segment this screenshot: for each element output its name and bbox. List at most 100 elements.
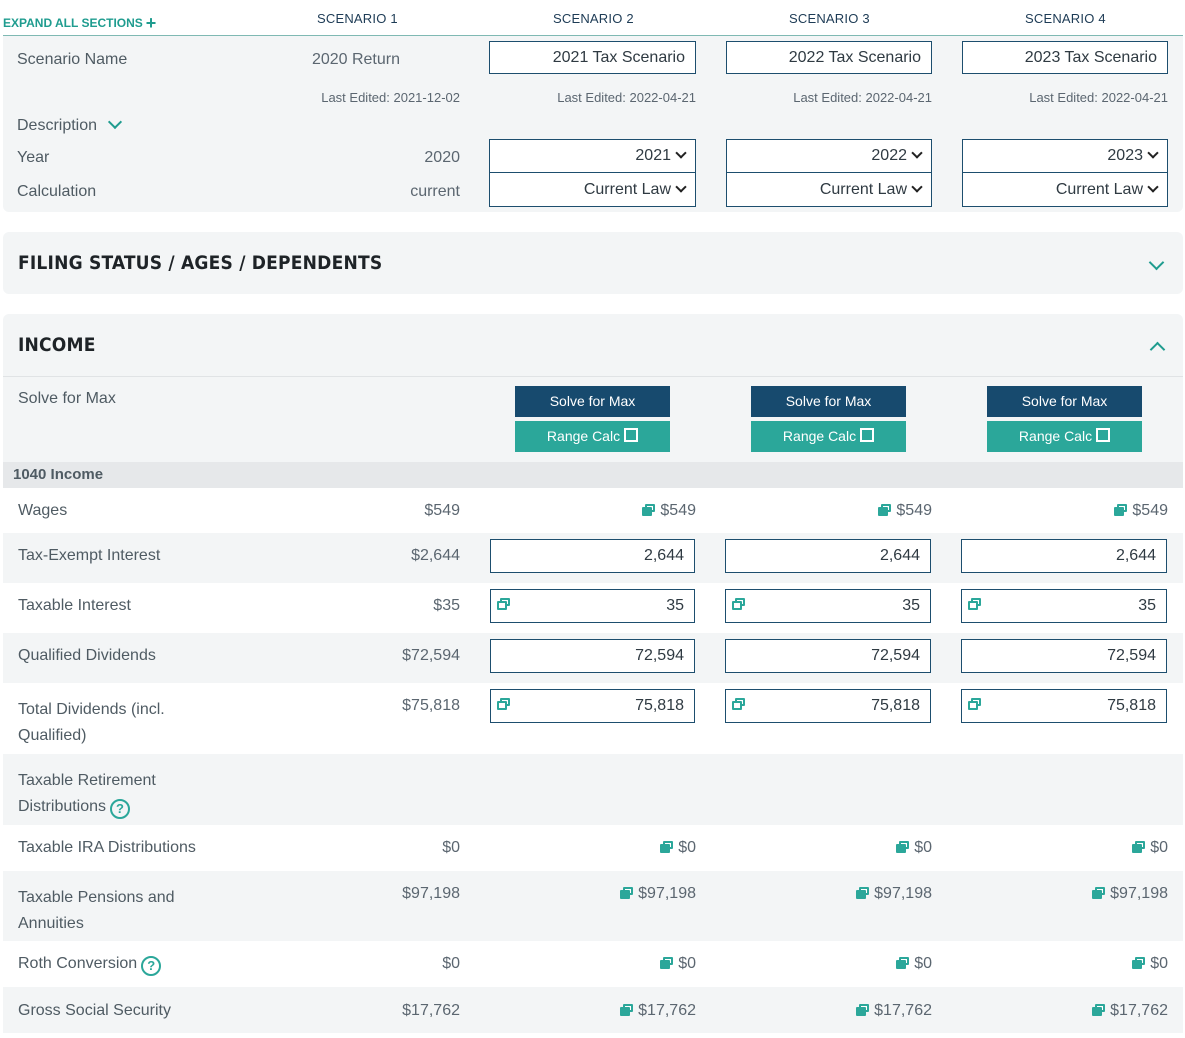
copy-icon[interactable] xyxy=(968,698,982,710)
gross-social-security-scenario-1: $17,762 xyxy=(402,1002,460,1019)
qualified-dividends-label: Qualified Dividends xyxy=(18,647,156,664)
scenario-2-name-input[interactable]: 2021 Tax Scenario xyxy=(489,41,696,74)
scenario-4-header: SCENARIO 4 xyxy=(1025,11,1106,26)
scenario-2-year-select[interactable]: 2021 xyxy=(489,139,696,173)
caret-down-icon xyxy=(1147,181,1159,193)
wages-scenario-3[interactable]: $549 xyxy=(812,502,932,520)
qualified-dividends-input[interactable]: 72,594 xyxy=(961,639,1167,673)
taxable-pensions-scenario-4[interactable]: $97,198 xyxy=(1028,885,1168,903)
scenario-3-name-input[interactable]: 2022 Tax Scenario xyxy=(726,41,932,74)
plus-icon: + xyxy=(145,13,157,33)
chevron-up-icon xyxy=(1149,341,1166,360)
roth-conversion-scenario-4[interactable]: $0 xyxy=(1048,955,1168,973)
scenario-3-calculation-value: Current Law xyxy=(819,181,907,198)
taxable-ira-scenario-3[interactable]: $0 xyxy=(812,839,932,857)
taxable-ira-label: Taxable IRA Distributions xyxy=(18,839,196,856)
scenario-2-calculation-select[interactable]: Current Law xyxy=(489,172,696,207)
roth-conversion-scenario-3[interactable]: $0 xyxy=(812,955,932,973)
help-icon[interactable]: ? xyxy=(141,956,162,976)
scenario-1-year: 2020 xyxy=(424,149,460,166)
scenario-4-name-input[interactable]: 2023 Tax Scenario xyxy=(962,41,1168,74)
caret-down-icon xyxy=(911,147,923,159)
copy-icon xyxy=(856,887,870,899)
table-row xyxy=(3,488,1183,533)
description-label: Description xyxy=(17,117,98,134)
total-dividends-input[interactable]: 75,818 xyxy=(490,689,695,723)
copy-icon xyxy=(1132,957,1146,969)
copy-icon[interactable] xyxy=(497,598,511,610)
tax-exempt-interest-input[interactable]: 2,644 xyxy=(490,539,695,573)
expand-all-label: EXPAND ALL SECTIONS xyxy=(3,16,143,30)
scenario-3-header: SCENARIO 3 xyxy=(789,11,870,26)
scenario-4-calculation-value: Current Law xyxy=(1055,181,1143,198)
gross-social-security-scenario-4[interactable]: $17,762 xyxy=(1028,1002,1168,1020)
taxable-ira-scenario-4[interactable]: $0 xyxy=(1048,839,1168,857)
qualified-dividends-input[interactable]: 72,594 xyxy=(725,639,931,673)
chevron-down-icon xyxy=(1148,254,1165,273)
table-row xyxy=(3,941,1183,987)
tax-exempt-interest-label: Tax-Exempt Interest xyxy=(18,547,161,564)
total-dividends-input[interactable]: 75,818 xyxy=(961,689,1167,723)
roth-conversion-scenario-2[interactable]: $0 xyxy=(576,955,696,973)
income-section-header[interactable]: INCOME xyxy=(3,314,1183,377)
chevron-down-icon xyxy=(108,114,123,130)
scenario-4-year-select[interactable]: 2023 xyxy=(962,139,1168,173)
copy-icon[interactable] xyxy=(497,698,511,710)
income-1040-subheader: 1040 Income xyxy=(3,462,1183,488)
section-title: INCOME xyxy=(18,334,96,356)
taxable-interest-input[interactable]: 35 xyxy=(725,589,931,623)
taxable-interest-label: Taxable Interest xyxy=(18,597,131,614)
taxable-ira-scenario-2[interactable]: $0 xyxy=(576,839,696,857)
copy-icon xyxy=(660,841,674,853)
scenario-3-year-value: 2022 xyxy=(871,147,907,164)
qualified-dividends-input[interactable]: 72,594 xyxy=(490,639,695,673)
solve-for-max-button[interactable]: Solve for Max xyxy=(987,386,1142,417)
tax-exempt-interest-input[interactable]: 2,644 xyxy=(725,539,931,573)
filing-status-section-header[interactable]: FILING STATUS / AGES / DEPENDENTS xyxy=(3,232,1183,294)
copy-icon xyxy=(1092,1004,1106,1016)
copy-icon xyxy=(896,957,910,969)
gross-social-security-scenario-3[interactable]: $17,762 xyxy=(792,1002,932,1020)
scenario-2-calculation-value: Current Law xyxy=(583,181,671,198)
range-calc-button[interactable]: Range Calc xyxy=(515,421,670,452)
scenario-3-calculation-select[interactable]: Current Law xyxy=(726,172,932,207)
external-link-icon xyxy=(1096,428,1111,442)
expand-all-button[interactable]: EXPAND ALL SECTIONS + xyxy=(3,11,157,33)
copy-icon[interactable] xyxy=(732,598,746,610)
taxable-interest-input[interactable]: 35 xyxy=(490,589,695,623)
taxable-ira-scenario-1: $0 xyxy=(442,839,460,856)
table-row xyxy=(3,871,1183,941)
taxable-interest-input[interactable]: 35 xyxy=(961,589,1167,623)
copy-icon xyxy=(642,504,656,516)
calculation-label: Calculation xyxy=(17,183,97,200)
total-dividends-input[interactable]: 75,818 xyxy=(725,689,931,723)
wages-scenario-2[interactable]: $549 xyxy=(576,502,696,520)
taxable-pensions-scenario-2[interactable]: $97,198 xyxy=(556,885,696,903)
range-calc-label: Range Calc xyxy=(546,428,621,444)
description-toggle[interactable]: Description xyxy=(17,114,123,135)
caret-down-icon xyxy=(675,147,687,159)
wages-label: Wages xyxy=(18,502,68,519)
wages-scenario-4[interactable]: $549 xyxy=(1048,502,1168,520)
copy-icon[interactable] xyxy=(732,698,746,710)
caret-down-icon xyxy=(911,181,923,193)
external-link-icon xyxy=(860,428,875,442)
taxable-pensions-scenario-3[interactable]: $97,198 xyxy=(792,885,932,903)
tax-exempt-interest-input[interactable]: 2,644 xyxy=(961,539,1167,573)
roth-conversion-label: Roth Conversion? xyxy=(18,955,162,976)
scenario-3-last-edited: Last Edited: 2022-04-21 xyxy=(793,90,932,105)
solve-for-max-label: Solve for Max xyxy=(18,390,116,407)
scenario-3-year-select[interactable]: 2022 xyxy=(726,139,932,173)
range-calc-button[interactable]: Range Calc xyxy=(751,421,906,452)
caret-down-icon xyxy=(675,181,687,193)
range-calc-button[interactable]: Range Calc xyxy=(987,421,1142,452)
taxable-pensions-label: Taxable Pensions and Annuities xyxy=(18,889,175,932)
scenario-4-calculation-select[interactable]: Current Law xyxy=(962,172,1168,207)
solve-for-max-button[interactable]: Solve for Max xyxy=(515,386,670,417)
help-icon[interactable]: ? xyxy=(110,799,131,819)
scenario-1-name: 2020 Return xyxy=(311,51,400,68)
copy-icon xyxy=(620,887,634,899)
copy-icon[interactable] xyxy=(968,598,982,610)
solve-for-max-button[interactable]: Solve for Max xyxy=(751,386,906,417)
gross-social-security-scenario-2[interactable]: $17,762 xyxy=(556,1002,696,1020)
